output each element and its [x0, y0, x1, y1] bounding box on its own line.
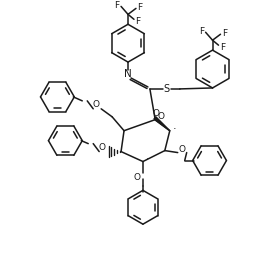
Text: O: O — [93, 100, 100, 109]
Text: F: F — [199, 27, 204, 36]
Text: ·: · — [173, 124, 176, 134]
Text: F: F — [135, 17, 140, 26]
Text: F: F — [115, 1, 120, 10]
Text: ·: · — [146, 155, 150, 165]
Polygon shape — [154, 117, 170, 131]
Text: S: S — [164, 84, 170, 94]
Text: O: O — [99, 143, 106, 152]
Text: F: F — [220, 43, 225, 52]
Text: F: F — [222, 29, 227, 38]
Text: N: N — [124, 69, 132, 79]
Text: O: O — [152, 109, 159, 118]
Text: ·: · — [159, 148, 163, 158]
Text: O: O — [133, 173, 140, 182]
Text: O: O — [178, 145, 185, 154]
Text: F: F — [137, 3, 143, 12]
Text: O: O — [157, 112, 164, 121]
